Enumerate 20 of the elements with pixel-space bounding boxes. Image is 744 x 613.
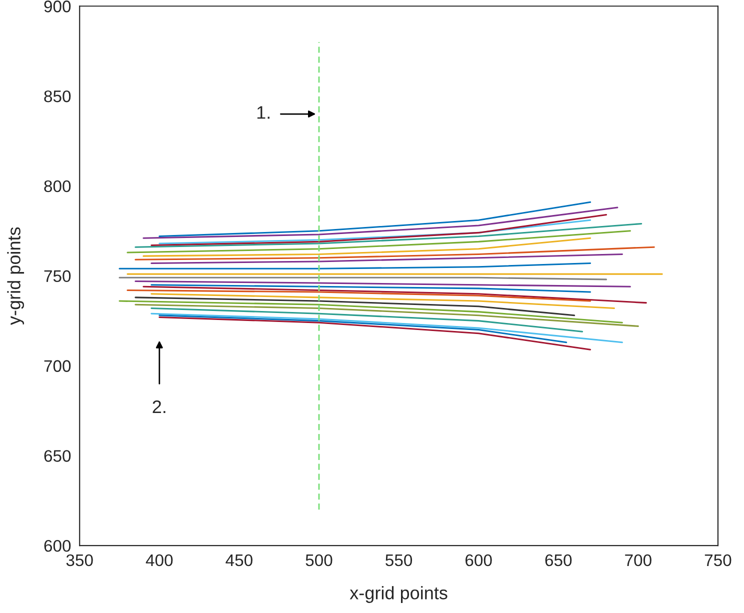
y-axis-title: y-grid points [7,227,24,325]
y-tick-label: 600 [44,540,71,552]
x-tick-label: 650 [545,554,572,566]
y-tick-label: 800 [44,180,71,192]
y-tick-label: 850 [44,90,71,102]
annotation: 2. [152,400,166,414]
y-tick-label: 750 [44,270,71,282]
x-tick-label: 700 [625,554,652,566]
x-tick-label: 500 [306,554,332,566]
x-tick-label: 400 [146,554,173,566]
x-axis-title: x-grid points [350,586,448,603]
x-tick-label: 750 [704,554,732,566]
x-tick-label: 600 [466,554,492,566]
x-tick-label: 550 [386,554,412,566]
annotation: 1. [257,106,270,119]
y-tick-label: 900 [44,0,71,12]
y-tick-label: 700 [44,360,71,372]
y-tick-label: 650 [44,450,71,462]
x-tick-label: 450 [226,554,252,566]
x-tick-label: 350 [66,554,93,566]
